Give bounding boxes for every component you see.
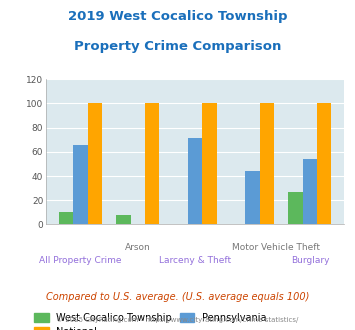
Bar (145, 103, 159, 224)
Bar (317, 103, 332, 224)
Bar (303, 159, 317, 224)
Text: Larceny & Theft: Larceny & Theft (159, 256, 231, 265)
Text: Arson: Arson (125, 243, 151, 251)
Text: 2019 West Cocalico Township: 2019 West Cocalico Township (68, 10, 287, 23)
Text: All Property Crime: All Property Crime (39, 256, 122, 265)
Text: Compared to U.S. average. (U.S. average equals 100): Compared to U.S. average. (U.S. average … (46, 292, 309, 302)
Bar (288, 192, 303, 224)
Legend: West Cocalico Township, National, Pennsylvania: West Cocalico Township, National, Pennsy… (30, 309, 271, 330)
Text: Motor Vehicle Theft: Motor Vehicle Theft (231, 243, 320, 251)
Text: Property Crime Comparison: Property Crime Comparison (74, 40, 281, 52)
Bar (59, 212, 73, 224)
Bar (202, 103, 217, 224)
Text: Burglary: Burglary (291, 256, 329, 265)
Bar (88, 103, 102, 224)
Bar (260, 103, 274, 224)
Bar (73, 145, 88, 224)
Bar (116, 215, 131, 224)
Bar (245, 171, 260, 224)
Text: © 2025 CityRating.com - https://www.cityrating.com/crime-statistics/: © 2025 CityRating.com - https://www.city… (56, 317, 299, 323)
Bar (188, 139, 202, 224)
